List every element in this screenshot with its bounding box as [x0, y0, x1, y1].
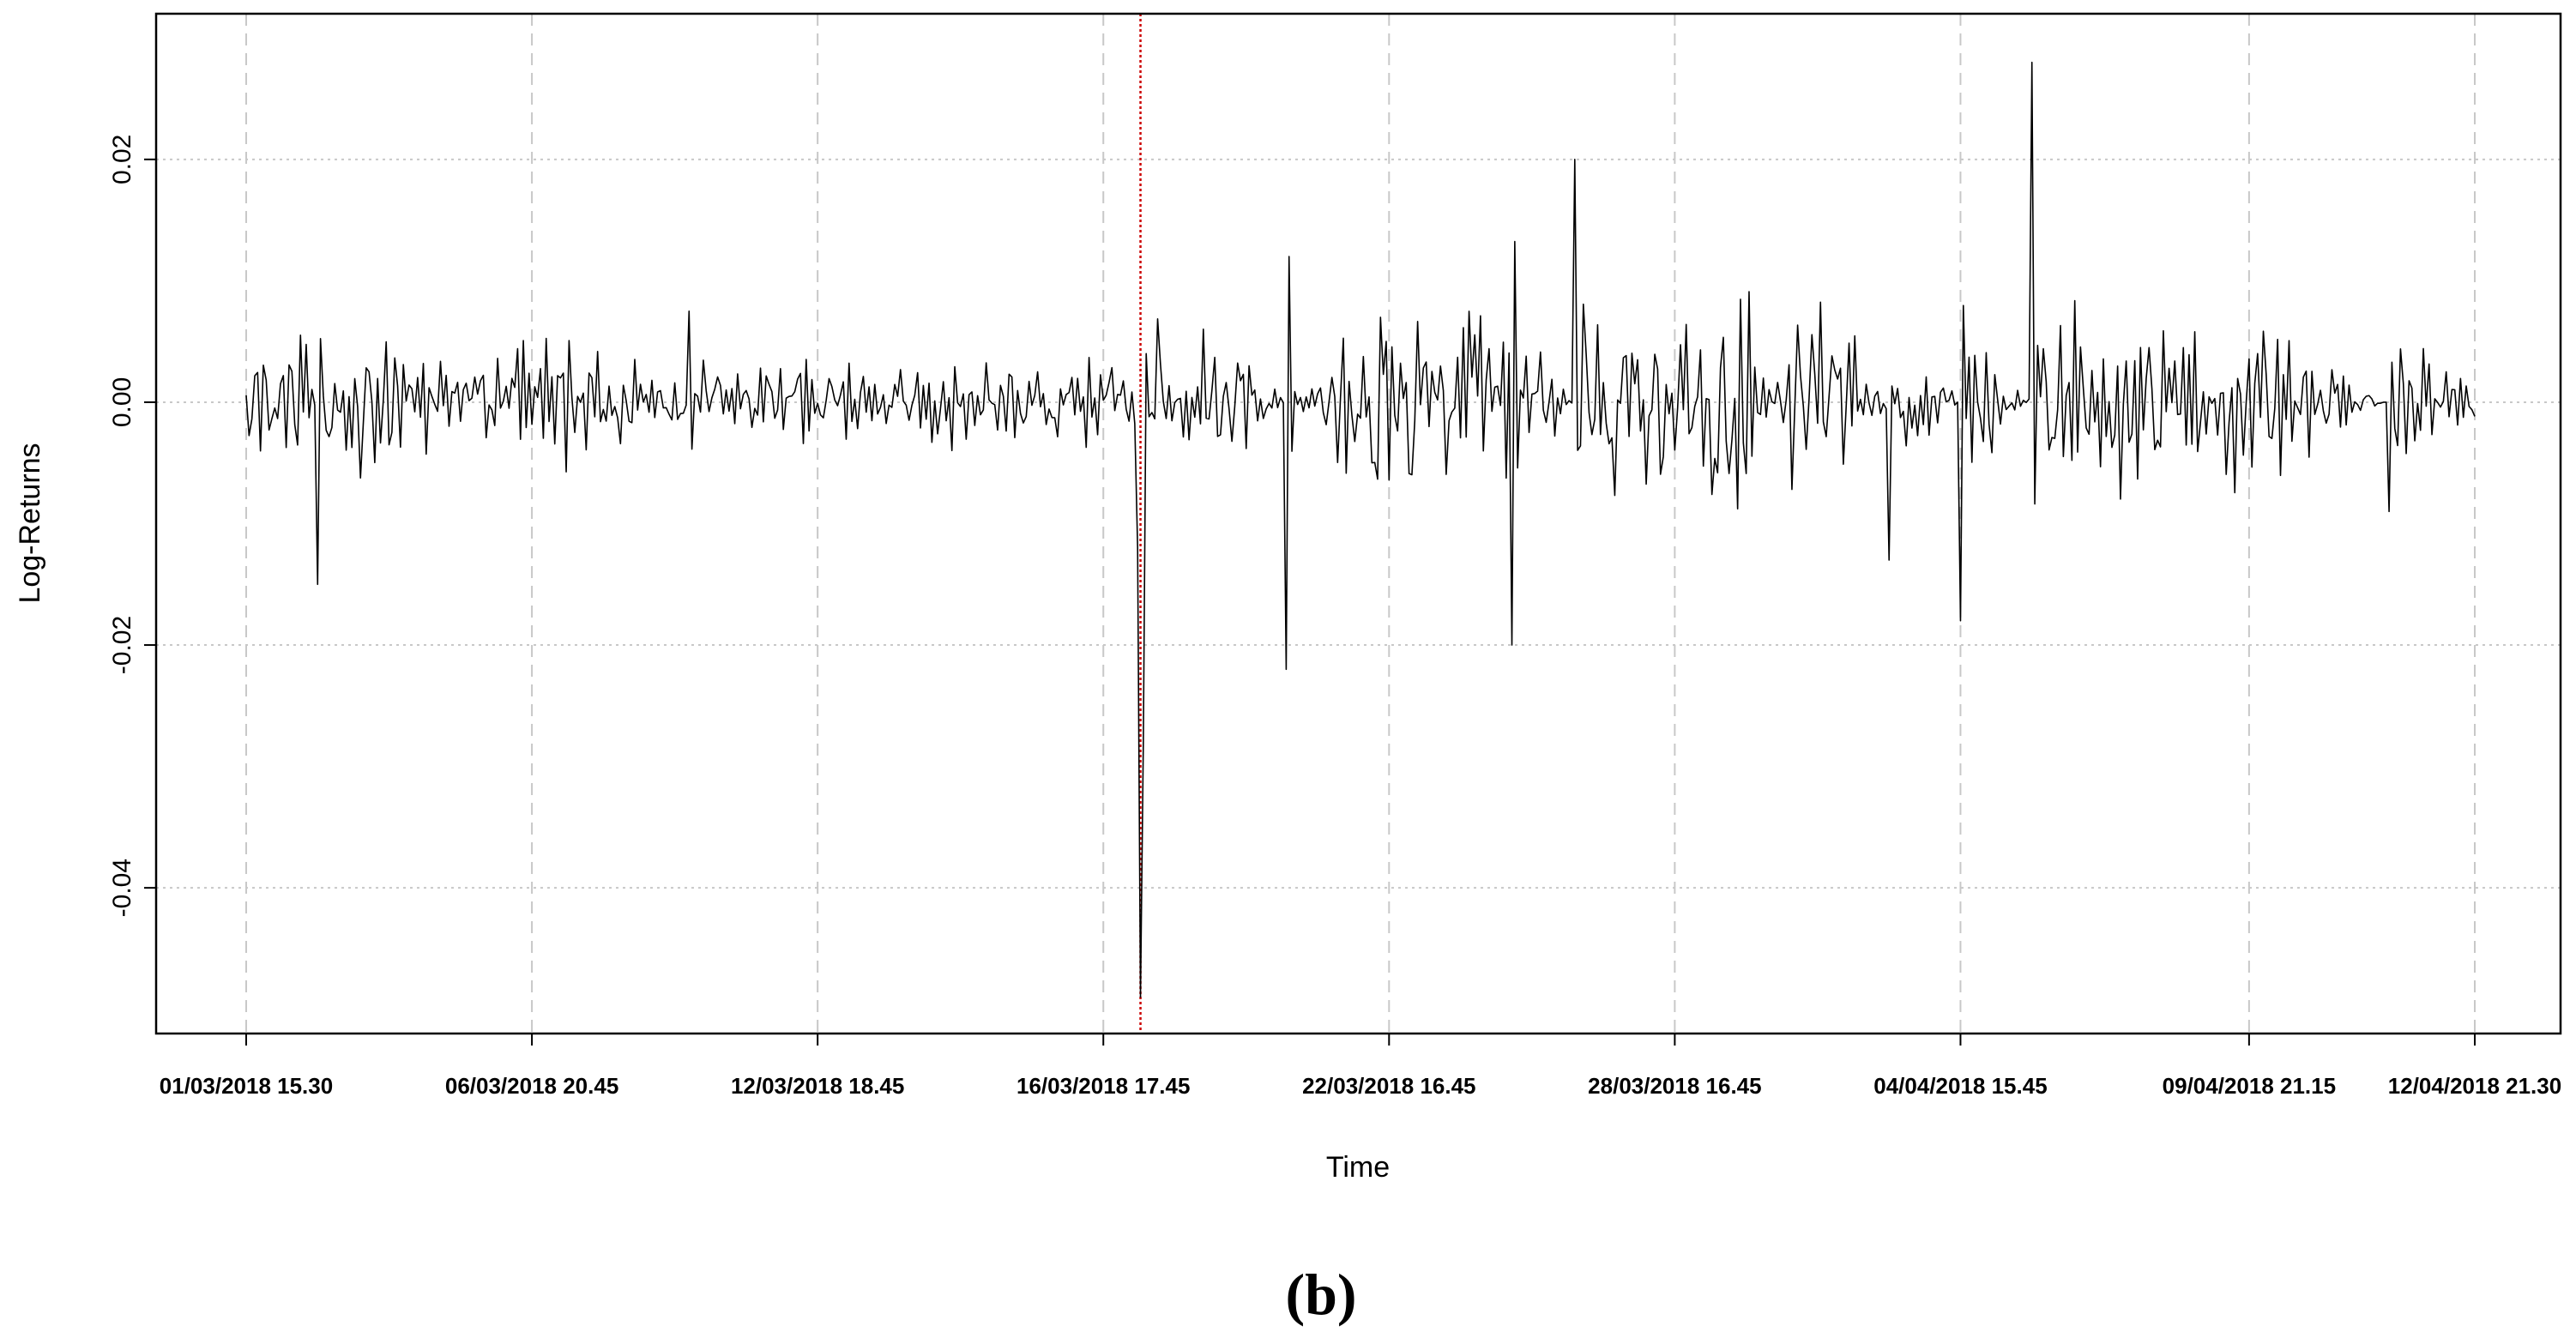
x-tick-label: 28/03/2018 16.45: [1588, 1073, 1761, 1099]
x-tick-label: 16/03/2018 17.45: [1017, 1073, 1190, 1099]
x-tick-label: 01/03/2018 15.30: [160, 1073, 333, 1099]
x-tick-label: 04/04/2018 15.45: [1873, 1073, 2047, 1099]
x-tick-label: 22/03/2018 16.45: [1302, 1073, 1475, 1099]
plot-frame: [154, 12, 2562, 1035]
y-axis: 0.02 0.00 -0.02 -0.04: [108, 135, 156, 917]
y-tick-label: -0.04: [108, 859, 136, 917]
x-tick-label: 09/04/2018 21.15: [2163, 1073, 2336, 1099]
log-returns-line: [245, 61, 2476, 998]
y-tick-label: 0.00: [108, 377, 136, 427]
x-axis: 01/03/2018 15.30 06/03/2018 20.45 12/03/20…: [160, 1034, 2561, 1099]
grid-lines: [156, 14, 2561, 1034]
panel-label: (b): [1285, 1262, 1356, 1327]
y-tick-label: 0.02: [108, 135, 136, 184]
x-tick-label: 12/03/2018 18.45: [731, 1073, 904, 1099]
y-axis-title: Log-Returns: [14, 443, 46, 603]
series-layer: [245, 61, 2476, 998]
x-axis-title: Time: [1326, 1151, 1390, 1184]
x-tick-label: 06/03/2018 20.45: [445, 1073, 618, 1099]
y-tick-label: -0.02: [108, 616, 136, 674]
x-tick-label: 12/04/2018 21.30: [2388, 1073, 2561, 1099]
